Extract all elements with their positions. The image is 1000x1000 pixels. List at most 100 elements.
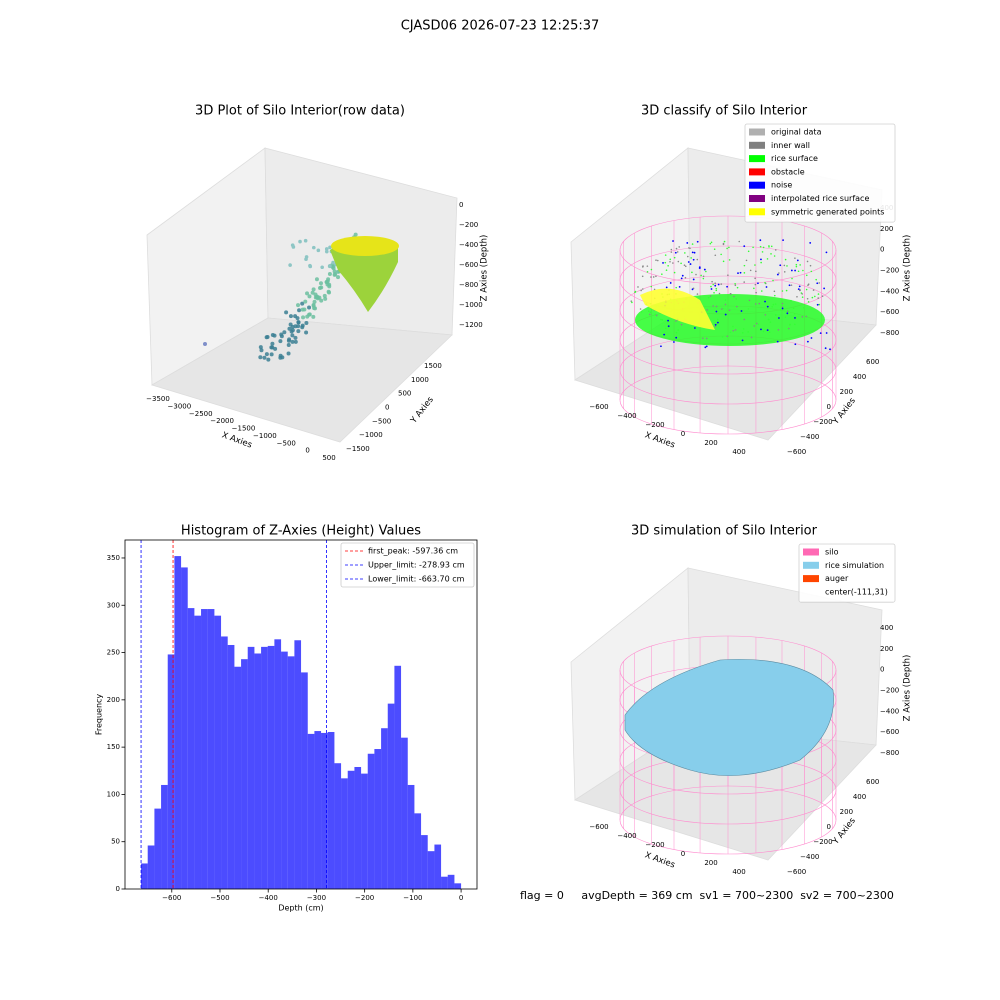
histogram-bar xyxy=(214,615,222,889)
decor-point xyxy=(293,314,298,319)
legend-box xyxy=(798,543,896,603)
histogram-bar xyxy=(441,876,448,889)
decor-surface xyxy=(624,659,834,776)
x-tick-label: 0 xyxy=(681,430,685,438)
decor-point xyxy=(667,319,669,322)
decor-point xyxy=(670,251,673,253)
decor-point xyxy=(801,296,804,298)
z-tick-label: −800 xyxy=(880,749,899,757)
histogram-bar xyxy=(287,656,295,889)
decor-point xyxy=(313,306,318,311)
decor-point xyxy=(806,340,809,343)
decor-point xyxy=(650,285,653,288)
y-tick-label: 50 xyxy=(111,838,120,846)
histogram-bar xyxy=(314,731,322,889)
chart-title: 3D classify of Silo Interior xyxy=(641,104,808,119)
decor-point xyxy=(818,303,821,306)
y-axis-label: Frequency xyxy=(95,694,104,736)
x-tick-label: −3500 xyxy=(146,395,170,403)
legend-swatch xyxy=(749,168,765,176)
decor-point xyxy=(743,318,746,321)
decor-point xyxy=(714,323,717,326)
decor-point xyxy=(269,352,274,357)
histogram-bar xyxy=(234,666,242,889)
decor-point xyxy=(754,277,756,280)
histogram-bar xyxy=(414,813,422,889)
decor-point xyxy=(304,330,309,335)
histogram-bar xyxy=(347,770,355,889)
decor-point xyxy=(641,266,644,268)
decor-point xyxy=(794,257,796,259)
decor-point xyxy=(769,321,772,323)
decor-point xyxy=(307,312,312,317)
decor-point xyxy=(765,286,768,288)
decor-point xyxy=(282,330,287,335)
decor-point xyxy=(802,306,805,309)
decor-blob xyxy=(330,237,398,312)
histogram-bar xyxy=(434,844,442,889)
decor-point xyxy=(296,329,301,334)
decor-point xyxy=(760,258,762,261)
decor-point xyxy=(307,305,312,310)
decor-point xyxy=(656,259,659,262)
decor-point xyxy=(792,307,795,310)
decor-point xyxy=(750,336,753,339)
z-axis-label: Z Axies (Depth) xyxy=(903,655,913,722)
decor-point xyxy=(781,302,784,305)
decor-point xyxy=(669,258,672,261)
legend-label: center(-111,31) xyxy=(825,587,888,596)
decor-point xyxy=(774,303,777,305)
histogram-bar xyxy=(207,609,215,889)
decor-point xyxy=(307,294,312,299)
y-tick-label: 150 xyxy=(107,743,120,751)
decor-point xyxy=(650,276,652,278)
decor-point xyxy=(291,245,296,249)
decor-point xyxy=(304,321,309,326)
decor-point xyxy=(716,321,719,324)
decor-point xyxy=(753,325,756,327)
legend-label: noise xyxy=(771,181,792,190)
histogram-bar xyxy=(374,749,382,889)
decor-point xyxy=(705,345,708,348)
legend-label: interpolated rice surface xyxy=(771,194,869,203)
decor-point xyxy=(790,284,793,286)
histogram-bar xyxy=(241,659,248,889)
decor-point xyxy=(324,247,329,251)
decor-point xyxy=(691,243,694,245)
decor-point xyxy=(748,299,751,302)
y-tick-label: −1500 xyxy=(346,445,370,453)
decor-point xyxy=(817,297,820,299)
decor-point xyxy=(325,282,330,287)
histogram-bar xyxy=(361,773,368,889)
y-tick-label: 600 xyxy=(866,778,879,786)
decor-point xyxy=(279,334,284,339)
histogram-bar xyxy=(141,863,148,889)
decor-point xyxy=(630,300,633,302)
decor-point xyxy=(794,269,796,272)
decor-point xyxy=(802,269,804,272)
decor-point xyxy=(794,317,796,319)
decor-point xyxy=(297,308,302,313)
decor-point xyxy=(724,303,727,306)
x-tick-label: 500 xyxy=(322,454,335,462)
x-tick-label: −3000 xyxy=(168,402,192,410)
decor-point xyxy=(768,246,770,248)
decor-point xyxy=(687,261,690,263)
decor-point xyxy=(791,277,793,280)
legend-label: rice surface xyxy=(771,154,818,163)
decor-point xyxy=(259,348,264,353)
decor-point xyxy=(726,247,728,250)
decor-point xyxy=(692,278,695,281)
decor-point xyxy=(693,327,696,329)
legend-swatch xyxy=(749,208,765,216)
decor-point xyxy=(677,260,680,263)
legend-swatch xyxy=(749,141,765,149)
legend-swatch xyxy=(803,548,819,556)
decor-point xyxy=(762,246,765,249)
decor-point xyxy=(777,329,780,331)
x-tick-label: −2000 xyxy=(210,417,234,425)
decor-point xyxy=(805,315,808,318)
decor-point xyxy=(320,265,324,270)
decor-point xyxy=(710,288,713,290)
decor-point xyxy=(319,298,324,303)
